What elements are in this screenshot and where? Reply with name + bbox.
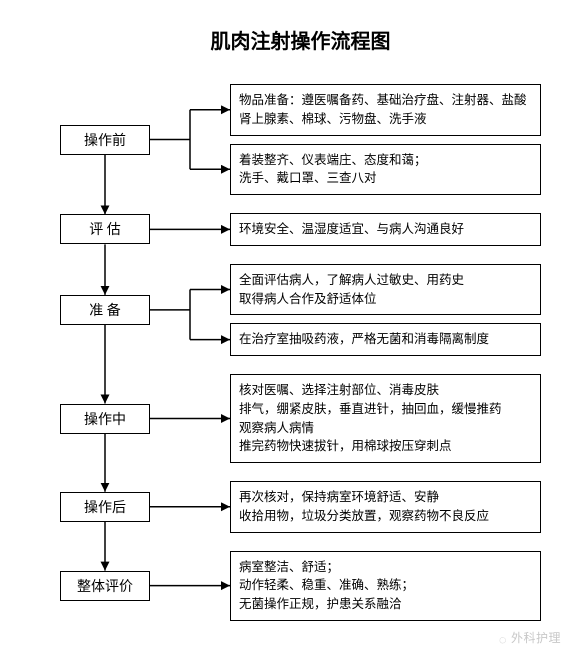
- flowchart-body: 操作前 物品准备：遵医嘱备药、基础治疗盘、注射器、盐酸肾上腺素、棉球、污物盘、洗手…: [60, 84, 541, 621]
- step-box: 整体评价: [60, 571, 150, 601]
- step-box: 评 估: [60, 214, 150, 244]
- detail-box: 物品准备：遵医嘱备药、基础治疗盘、注射器、盐酸肾上腺素、棉球、污物盘、洗手液: [230, 84, 541, 136]
- detail-box: 核对医嘱、选择注射部位、消毒皮肤 排气，绷紧皮肤，垂直进针，抽回血，缓慢推药 观…: [230, 374, 541, 463]
- detail-stack: 核对医嘱、选择注射部位、消毒皮肤 排气，绷紧皮肤，垂直进针，抽回血，缓慢推药 观…: [230, 374, 541, 463]
- flow-row: 评 估 环境安全、温湿度适宜、与病人沟通良好: [60, 213, 541, 246]
- step-box: 操作前: [60, 125, 150, 155]
- flow-row: 操作后 再次核对，保持病室环境舒适、安静 收拾用物，垃圾分类放置，观察药物不良反应: [60, 481, 541, 533]
- watermark-text: 外科护理: [511, 631, 561, 645]
- detail-stack: 环境安全、温湿度适宜、与病人沟通良好: [230, 213, 541, 246]
- step-box: 操作后: [60, 492, 150, 522]
- page-title: 肌肉注射操作流程图: [60, 25, 541, 54]
- detail-box: 在治疗室抽吸药液，严格无菌和消毒隔离制度: [230, 323, 541, 356]
- step-box: 操作中: [60, 404, 150, 434]
- detail-box: 着装整齐、仪表端庄、态度和蔼； 洗手、戴口罩、三查八对: [230, 144, 541, 196]
- detail-stack: 再次核对，保持病室环境舒适、安静 收拾用物，垃圾分类放置，观察药物不良反应: [230, 481, 541, 533]
- detail-box: 环境安全、温湿度适宜、与病人沟通良好: [230, 213, 541, 246]
- flow-row: 准 备 全面评估病人，了解病人过敏史、用药史 取得病人合作及舒适体位在治疗室抽吸药…: [60, 264, 541, 356]
- detail-stack: 病室整洁、舒适； 动作轻柔、稳重、准确、熟练； 无菌操作正规，护患关系融洽: [230, 551, 541, 621]
- watermark-icon: ◌: [499, 632, 507, 647]
- detail-stack: 全面评估病人，了解病人过敏史、用药史 取得病人合作及舒适体位在治疗室抽吸药液，严…: [230, 264, 541, 356]
- detail-stack: 物品准备：遵医嘱备药、基础治疗盘、注射器、盐酸肾上腺素、棉球、污物盘、洗手液着装…: [230, 84, 541, 195]
- detail-box: 再次核对，保持病室环境舒适、安静 收拾用物，垃圾分类放置，观察药物不良反应: [230, 481, 541, 533]
- flow-row: 操作前 物品准备：遵医嘱备药、基础治疗盘、注射器、盐酸肾上腺素、棉球、污物盘、洗手…: [60, 84, 541, 195]
- flow-row: 操作中 核对医嘱、选择注射部位、消毒皮肤 排气，绷紧皮肤，垂直进针，抽回血，缓慢推…: [60, 374, 541, 463]
- watermark: ◌ 外科护理: [499, 629, 561, 646]
- detail-box: 病室整洁、舒适； 动作轻柔、稳重、准确、熟练； 无菌操作正规，护患关系融洽: [230, 551, 541, 621]
- flow-row: 整体评价 病室整洁、舒适； 动作轻柔、稳重、准确、熟练； 无菌操作正规，护患关系融…: [60, 551, 541, 621]
- flowchart-page: 肌肉注射操作流程图 操作前 物品准备：遵医嘱备药、基础治疗盘、注射器、盐酸肾上腺素…: [0, 0, 581, 659]
- step-box: 准 备: [60, 295, 150, 325]
- detail-box: 全面评估病人，了解病人过敏史、用药史 取得病人合作及舒适体位: [230, 264, 541, 316]
